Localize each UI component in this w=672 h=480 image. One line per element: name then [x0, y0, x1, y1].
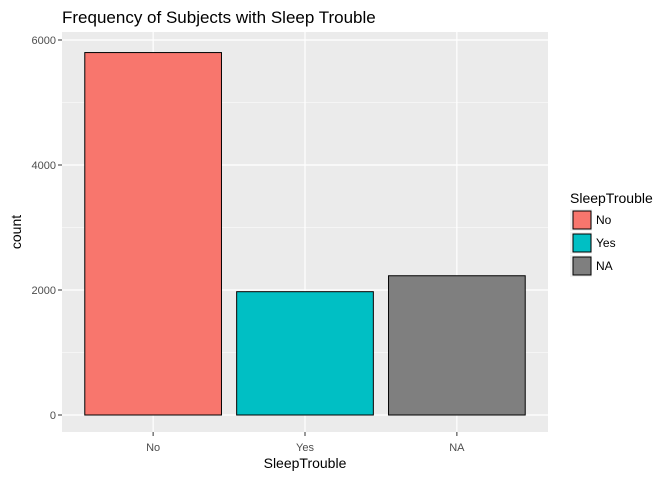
x-tick-label: NA — [449, 442, 465, 454]
legend-swatch-na — [572, 256, 592, 276]
x-axis-title: SleepTrouble — [264, 455, 347, 471]
bar-na — [388, 275, 526, 416]
y-tick-label: 6000 — [32, 35, 56, 47]
legend-swatch-yes — [572, 233, 592, 253]
legend-label-no: No — [596, 213, 612, 227]
x-tick-label: No — [146, 442, 160, 454]
bar-yes — [236, 291, 374, 416]
legend-label-na: NA — [596, 259, 613, 273]
legend: SleepTrouble No Yes NA — [570, 190, 653, 277]
y-tick-label: 4000 — [32, 160, 56, 172]
legend-title: SleepTrouble — [570, 190, 653, 206]
bars — [84, 52, 526, 416]
legend-label-yes: Yes — [596, 236, 616, 250]
y-tick-label: 0 — [50, 410, 56, 422]
y-axis: 0 2000 4000 6000 — [32, 35, 62, 422]
x-axis: No Yes NA — [146, 432, 465, 454]
bar-no — [84, 52, 222, 416]
y-tick-label: 2000 — [32, 285, 56, 297]
y-axis-title: count — [8, 215, 24, 249]
chart-title: Frequency of Subjects with Sleep Trouble — [62, 8, 376, 27]
x-tick-label: Yes — [296, 442, 314, 454]
legend-swatch-no — [572, 210, 592, 230]
